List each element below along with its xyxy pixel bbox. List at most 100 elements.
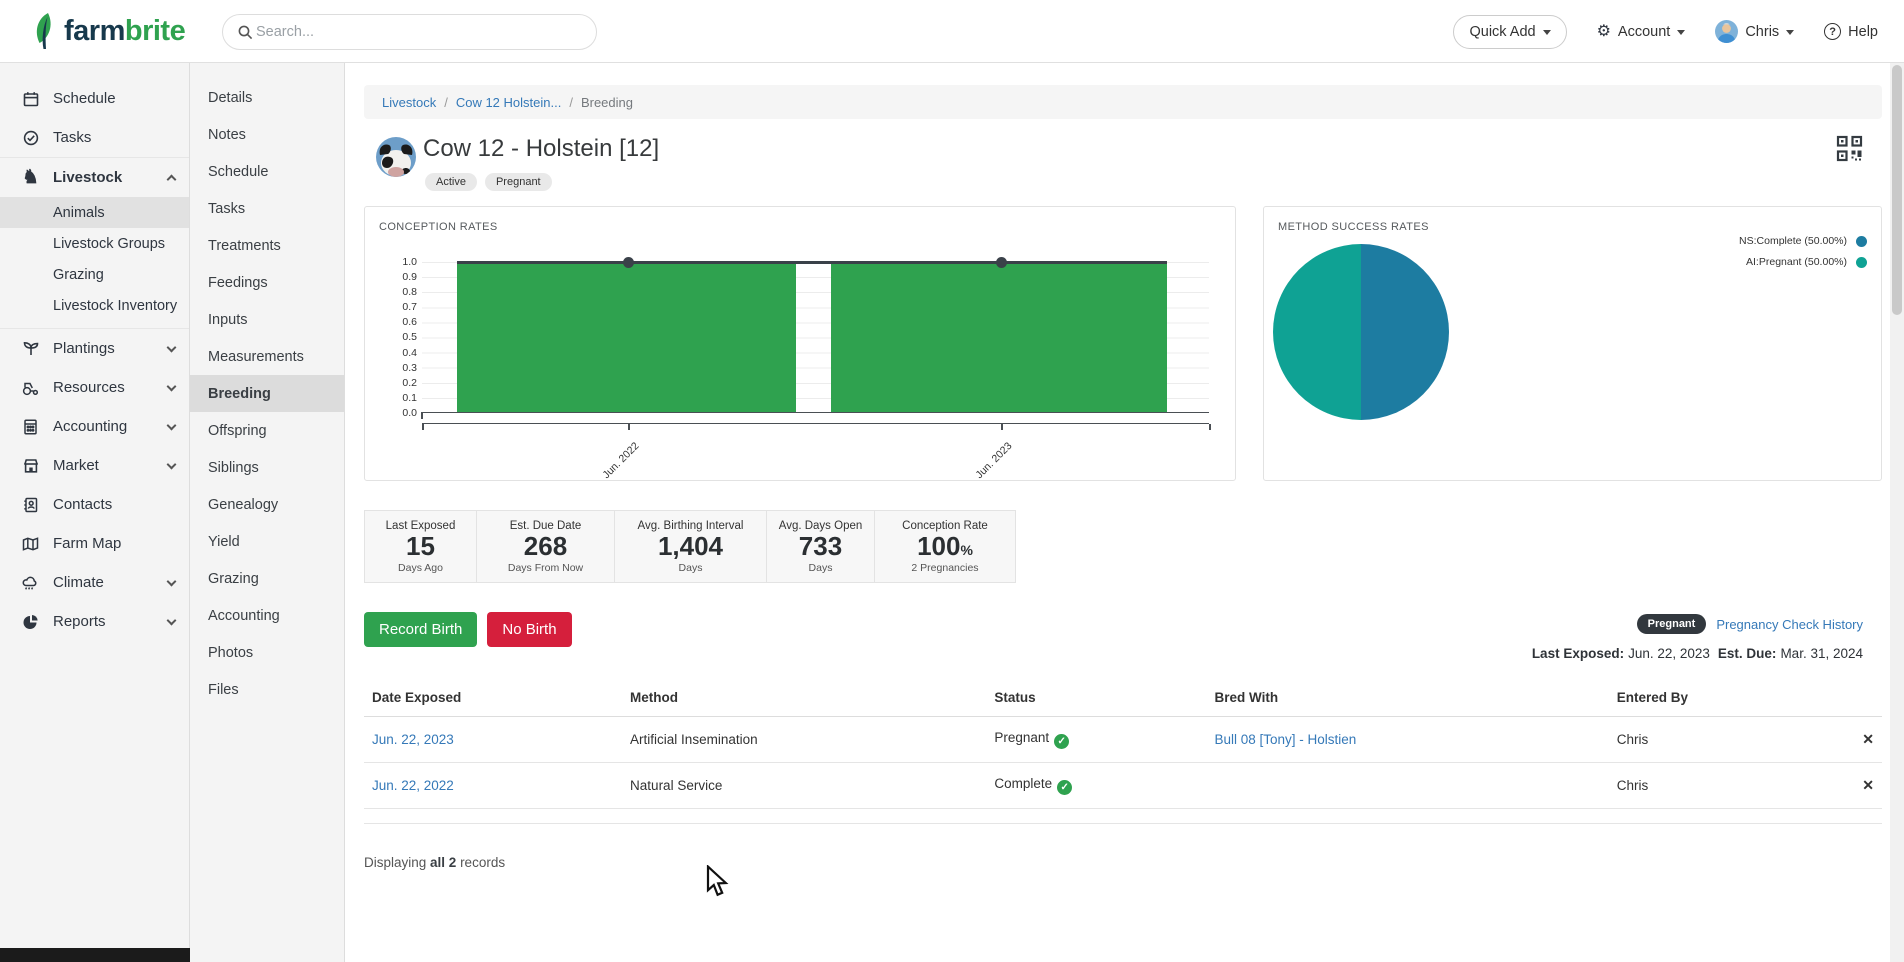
search-icon — [237, 24, 254, 41]
gear-icon: ⚙ — [1596, 22, 1611, 40]
sidebar-item-tasks[interactable]: Tasks — [0, 118, 189, 157]
table-row: Jun. 22, 2022 Natural Service Complete ✓ … — [364, 762, 1882, 809]
breadcrumb-livestock[interactable]: Livestock — [382, 94, 437, 110]
sidebar-item-reports[interactable]: Reports — [0, 602, 189, 641]
chevron-down-icon — [166, 381, 177, 391]
chevron-down-icon — [1677, 30, 1686, 35]
sidebar-item-contacts[interactable]: Contacts — [0, 485, 189, 524]
sidebar-item-schedule[interactable]: Schedule — [0, 79, 189, 118]
records-count-note: Displaying all 2 records — [364, 855, 506, 870]
y-tick: 0.9 — [402, 271, 417, 284]
breeding-stats-bar: Last Exposed 15 Days Ago Est. Due Date 2… — [364, 510, 1016, 583]
search-input[interactable] — [254, 23, 582, 41]
sidebar-subitem-livestock-inventory[interactable]: Livestock Inventory — [0, 290, 189, 321]
scrollbar-thumb[interactable] — [1892, 65, 1902, 315]
col-status: Status — [986, 679, 1207, 717]
stat-label: Conception Rate — [902, 520, 988, 532]
bred-with-link[interactable]: Bull 08 [Tony] - Holstien — [1214, 732, 1357, 747]
trend-marker-jun-2023 — [996, 257, 1008, 268]
col-date-exposed: Date Exposed — [364, 679, 623, 717]
record-birth-button[interactable]: Record Birth — [364, 612, 478, 647]
sidebar-subitem-grazing[interactable]: Grazing — [0, 259, 189, 290]
sidebar-subitem-livestock-groups[interactable]: Livestock Groups — [0, 228, 189, 259]
sidebar-item-accounting[interactable]: Accounting — [0, 407, 189, 446]
chevron-down-icon — [166, 576, 177, 586]
sidebar-item-label: Plantings — [53, 340, 115, 357]
table-bottom-spacer — [364, 808, 1882, 824]
help-menu[interactable]: ? Help — [1824, 23, 1878, 40]
sidebar-subitem-animals[interactable]: Animals — [0, 197, 189, 228]
record-nav-grazing[interactable]: Grazing — [208, 570, 259, 587]
stat-value: 100% — [917, 531, 973, 561]
record-nav-tasks[interactable]: Tasks — [208, 200, 246, 217]
sidebar-item-label: Accounting — [53, 418, 128, 435]
stat-unit: % — [960, 542, 973, 558]
sidebar-item-livestock[interactable]: ♞ Livestock — [0, 158, 189, 197]
stat-label: Avg. Days Open — [778, 520, 863, 532]
sidebar-item-market[interactable]: Market — [0, 446, 189, 485]
col-entered-by: Entered By — [1608, 679, 1829, 717]
sidebar-item-farm-map[interactable]: Farm Map — [0, 524, 189, 563]
delete-row-button[interactable]: ✕ — [1828, 762, 1882, 809]
stat-avg-birthing-interval: Avg. Birthing Interval 1,404 Days — [615, 511, 767, 582]
record-nav-inputs[interactable]: Inputs — [208, 311, 248, 328]
sidebar-item-label: Reports — [53, 613, 106, 630]
breadcrumb-separator: / — [569, 94, 573, 110]
record-nav-yield[interactable]: Yield — [208, 533, 240, 550]
pie-slice-ns-complete — [1361, 244, 1449, 420]
page-title: Cow 12 - Holstein [12] — [423, 135, 660, 162]
stat-label: Last Exposed — [385, 520, 456, 532]
record-nav-measurements[interactable]: Measurements — [208, 348, 304, 365]
records-count-bold: all 2 — [430, 855, 457, 870]
record-nav-schedule[interactable]: Schedule — [208, 163, 269, 180]
account-menu[interactable]: ⚙ Account — [1596, 22, 1686, 40]
date-exposed-link[interactable]: Jun. 22, 2022 — [372, 778, 454, 793]
sidebar-subitem-label: Grazing — [53, 266, 104, 283]
stat-sub: Days From Now — [507, 561, 584, 574]
record-nav-offspring[interactable]: Offspring — [208, 422, 267, 439]
pregnant-badge: Pregnant — [484, 173, 552, 191]
record-nav-accounting[interactable]: Accounting — [208, 607, 280, 624]
chevron-up-icon — [166, 174, 177, 185]
calculator-icon — [22, 418, 39, 435]
record-nav-genealogy[interactable]: Genealogy — [208, 496, 279, 513]
y-tick: 1.0 — [402, 256, 417, 268]
page-scrollbar[interactable] — [1890, 63, 1904, 962]
sidebar-item-resources[interactable]: Resources — [0, 368, 189, 407]
sidebar-item-climate[interactable]: Climate — [0, 563, 189, 602]
record-nav-photos[interactable]: Photos — [208, 644, 254, 661]
sidebar-item-plantings[interactable]: Plantings — [0, 329, 189, 368]
check-circle-icon — [22, 129, 39, 146]
status-cell: Pregnant ✓ — [986, 716, 1207, 763]
conception-rates-card: CONCEPTION RATES 1.0 0.9 0.8 0.7 0.6 0.5… — [364, 206, 1236, 481]
stat-sub: Days — [678, 561, 703, 574]
record-nav-feedings[interactable]: Feedings — [208, 274, 268, 291]
pregnancy-check-history-link[interactable]: Pregnancy Check History — [1716, 616, 1863, 632]
pie-chart — [1273, 244, 1449, 420]
record-nav-details[interactable]: Details — [208, 89, 253, 106]
no-birth-button[interactable]: No Birth — [487, 612, 572, 647]
user-menu[interactable]: Chris — [1715, 20, 1795, 43]
delete-row-button[interactable]: ✕ — [1828, 716, 1882, 763]
date-exposed-link[interactable]: Jun. 22, 2023 — [372, 732, 454, 747]
leaf-logo-icon — [30, 12, 60, 50]
farmbrite-logo[interactable]: farmbrite — [30, 12, 186, 50]
record-nav-files[interactable]: Files — [208, 681, 239, 698]
est-due-value: Mar. 31, 2024 — [1780, 646, 1863, 661]
record-nav-notes[interactable]: Notes — [208, 126, 246, 143]
chevron-down-icon — [166, 615, 177, 625]
qr-code-icon[interactable] — [1836, 135, 1863, 167]
stat-avg-days-open: Avg. Days Open 733 Days — [767, 511, 875, 582]
record-nav-breeding[interactable]: Breeding — [190, 375, 344, 412]
sidebar-item-label: Climate — [53, 574, 104, 591]
status-cell: Complete ✓ — [986, 762, 1207, 809]
sidebar-item-label: Livestock — [53, 169, 123, 186]
quick-add-button[interactable]: Quick Add — [1453, 14, 1567, 49]
record-nav-treatments[interactable]: Treatments — [208, 237, 281, 254]
chevron-down-icon — [166, 459, 177, 469]
method-cell: Artificial Insemination — [622, 716, 987, 763]
record-nav-siblings[interactable]: Siblings — [208, 459, 259, 476]
col-bred-with: Bred With — [1206, 679, 1609, 717]
x-tick — [1001, 424, 1003, 430]
breadcrumb-animal[interactable]: Cow 12 Holstein... — [455, 94, 562, 110]
